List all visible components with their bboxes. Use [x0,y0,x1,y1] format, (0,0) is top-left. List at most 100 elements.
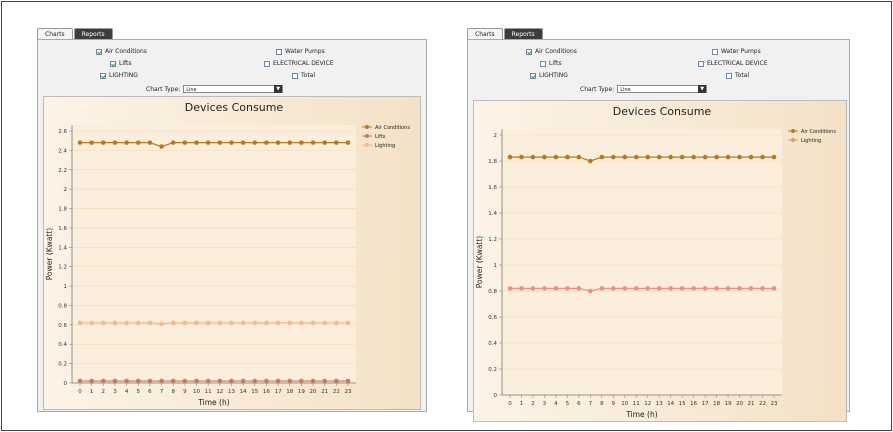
chart-type-select[interactable]: Line ▼ [183,85,284,93]
x-tick-label: 11 [633,401,640,407]
plot-area [72,125,356,383]
checkbox-label: ELECTRICAL DEVICE [707,60,768,67]
data-point [553,154,559,160]
checkbox-box[interactable] [726,72,732,79]
data-point [345,140,351,145]
checkbox-box[interactable] [264,60,270,67]
tab-reports[interactable]: Reports [73,28,113,40]
checkbox-water-pumps[interactable]: Water Pumps [712,48,761,55]
y-tick-label: 1 [64,284,68,290]
chevron-down-icon[interactable]: ▼ [274,85,283,93]
data-point [264,320,269,326]
checkbox-label: LIGHTING [539,72,568,79]
x-tick-label: 19 [725,401,732,407]
data-point [77,378,83,384]
x-tick-label: 23 [771,401,778,407]
data-point [748,286,754,291]
data-point [287,320,293,326]
data-point [322,378,327,384]
data-point [124,140,129,145]
data-point [205,378,211,384]
tab-content: Air Conditions Lifts LIGHTING Water Pump… [37,39,427,412]
data-point [668,154,673,160]
data-point [170,320,176,326]
data-point [599,286,605,291]
data-point [264,140,269,145]
data-point [77,320,83,326]
data-point [645,286,651,291]
x-tick-label: 4 [554,401,558,407]
chart-panel-left: Charts Reports Air Conditions Lifts LIGH… [37,28,427,412]
legend-label: Lifts [375,134,386,140]
chart-type-select[interactable]: Line ▼ [617,85,708,93]
x-tick-label: 7 [160,389,164,395]
checkbox-water-pumps[interactable]: Water Pumps [276,48,325,55]
data-point [135,320,141,326]
checkbox-electrical-device[interactable]: ELECTRICAL DEVICE [264,60,334,67]
chart-area: Devices Consume 0 0.2 0.4 0.6 0.8 1 1.2 1.4 1.6 1.… [473,100,847,422]
y-tick-label: 1.4 [58,245,67,251]
data-point [507,286,513,291]
data-point [633,286,639,291]
checkbox-total[interactable]: Total [292,72,315,79]
y-tick-label: 1.6 [58,226,67,232]
data-point [310,320,316,326]
checkbox-air-conditions[interactable]: Air Conditions [526,48,577,55]
x-tick-label: 13 [228,389,235,395]
y-tick-label: 1.6 [488,185,497,191]
tab-charts[interactable]: Charts [467,28,503,40]
chart-type-row: Chart Type: Line ▼ [580,85,708,93]
data-point [89,140,94,145]
data-point [771,154,777,160]
checkbox-box[interactable] [292,72,298,79]
data-point [714,154,719,160]
x-tick-label: 3 [113,389,117,395]
chevron-down-icon[interactable]: ▼ [698,85,707,93]
data-point [229,378,234,384]
x-tick-label: 11 [205,389,212,395]
legend-label: Lighting [801,138,821,144]
data-point [217,320,223,326]
checkbox-lifts[interactable]: Lifts [540,60,562,67]
x-tick-label: 2 [531,401,535,407]
checkbox-total[interactable]: Total [726,72,749,79]
checkbox-box[interactable] [100,72,106,79]
checkbox-label: Air Conditions [105,48,147,55]
tab-charts[interactable]: Charts [37,28,73,40]
data-point [725,154,731,160]
x-tick-label: 5 [137,389,141,395]
plot-area [502,129,782,395]
y-tick-label: 1.2 [488,237,497,243]
checkbox-box[interactable] [110,60,116,67]
chart-type-label: Chart Type: [146,85,181,93]
legend-marker [365,143,369,147]
checkbox-box[interactable] [276,48,282,55]
checkbox-box[interactable] [530,72,536,79]
checkbox-box[interactable] [712,48,718,55]
data-point [322,140,327,145]
checkbox-air-conditions[interactable]: Air Conditions [96,48,147,55]
data-point [691,286,696,291]
tab-reports[interactable]: Reports [503,28,543,40]
tab-strip: Charts Reports [37,28,114,40]
checkbox-lighting[interactable]: LIGHTING [100,72,138,79]
y-tick-label: 1.2 [58,265,67,271]
checkbox-lifts[interactable]: Lifts [110,60,132,67]
data-point [159,321,164,327]
y-tick-label: 2.2 [58,168,67,174]
checkbox-box[interactable] [698,60,704,67]
data-point [287,378,293,384]
data-point [737,154,742,160]
checkbox-box[interactable] [96,48,102,55]
checkbox-lighting[interactable]: LIGHTING [530,72,568,79]
data-point [310,378,316,384]
y-tick-label: 1.4 [488,211,497,217]
checkbox-box[interactable] [540,60,546,67]
y-tick-label: 2 [64,187,68,193]
chart-svg: Devices Consume 0 0.2 0.4 0.6 0.8 1 1.2 1.4 1.6 1.… [474,101,846,421]
checkbox-box[interactable] [526,48,532,55]
checkbox-label: Water Pumps [285,48,325,55]
data-point [599,154,605,160]
y-tick-label: 2.4 [58,148,67,154]
checkbox-electrical-device[interactable]: ELECTRICAL DEVICE [698,60,768,67]
